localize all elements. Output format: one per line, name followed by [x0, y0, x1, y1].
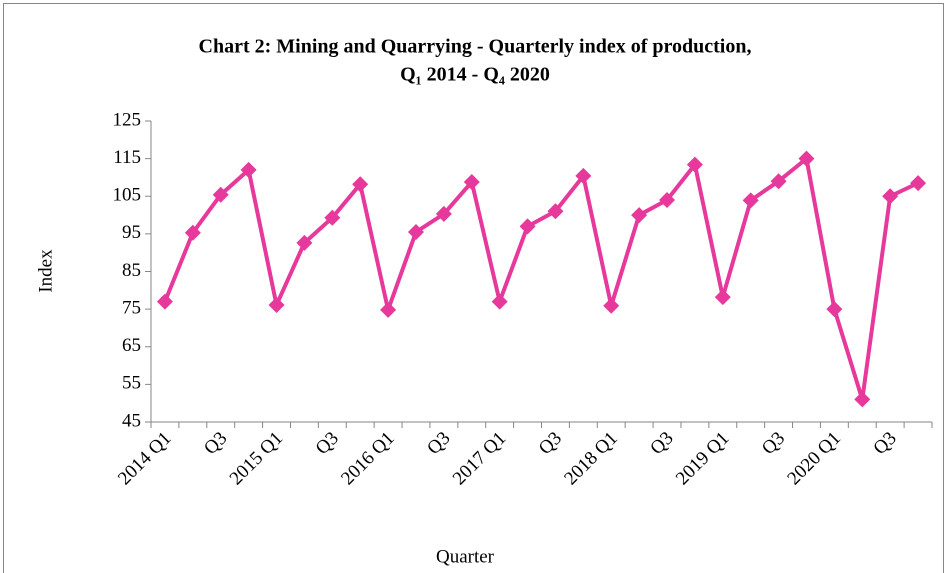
marker — [714, 289, 731, 306]
x-tick-label: 2015 Q1 — [226, 428, 288, 490]
y-tick-label: 85 — [122, 260, 141, 281]
y-tick-label: 125 — [113, 109, 142, 130]
marker — [491, 293, 508, 310]
x-tick-label: 2019 Q1 — [672, 428, 734, 490]
x-tick-label: 2018 Q1 — [560, 428, 622, 490]
marker — [156, 293, 173, 310]
y-tick-label: 115 — [113, 147, 141, 168]
x-tick-label: 2020 Q1 — [783, 428, 845, 490]
marker — [352, 176, 369, 193]
y-tick-label: 65 — [122, 335, 141, 356]
y-tick-label: 95 — [122, 222, 141, 243]
marker — [435, 205, 452, 222]
marker — [631, 207, 648, 224]
marker — [407, 223, 424, 240]
y-axis-label: Index — [35, 249, 56, 293]
x-tick-label: Q3 — [200, 428, 231, 459]
y-tick-label: 45 — [122, 410, 141, 431]
x-tick-label: Q3 — [423, 428, 454, 459]
y-tick-label: 105 — [113, 185, 142, 206]
marker — [854, 391, 871, 408]
marker — [519, 218, 536, 235]
chart-title: Chart 2: Mining and Quarrying - Quarterl… — [199, 36, 752, 58]
y-tick-label: 75 — [122, 297, 141, 318]
marker — [659, 192, 676, 209]
marker — [268, 296, 285, 313]
chart-subtitle: Q₁ 2014 - Q₄ 2020 — [400, 64, 550, 86]
y-tick-label: 55 — [122, 373, 141, 394]
marker — [463, 173, 480, 190]
x-tick-label: Q3 — [535, 428, 566, 459]
marker — [603, 297, 620, 314]
marker — [575, 167, 592, 184]
marker — [882, 188, 899, 205]
marker — [798, 150, 815, 167]
x-tick-label: Q3 — [646, 428, 677, 459]
x-tick-label: 2016 Q1 — [337, 428, 399, 490]
marker — [547, 203, 564, 220]
marker — [184, 224, 201, 241]
marker — [686, 156, 703, 173]
marker — [910, 175, 927, 192]
marker — [324, 209, 341, 226]
marker — [296, 234, 313, 251]
marker — [240, 161, 257, 178]
marker — [770, 173, 787, 190]
marker — [826, 301, 843, 318]
x-tick-label: 2017 Q1 — [449, 428, 511, 490]
x-tick-label: Q3 — [758, 428, 789, 459]
x-tick-label: Q3 — [870, 428, 901, 459]
x-axis-label: Quarter — [436, 546, 495, 567]
x-tick-label: Q3 — [312, 428, 343, 459]
chart-frame — [3, 3, 944, 573]
series-line — [163, 156, 919, 402]
marker — [212, 186, 229, 203]
marker — [380, 301, 397, 318]
marker — [742, 192, 759, 209]
x-tick-label: 2014 Q1 — [114, 428, 176, 490]
